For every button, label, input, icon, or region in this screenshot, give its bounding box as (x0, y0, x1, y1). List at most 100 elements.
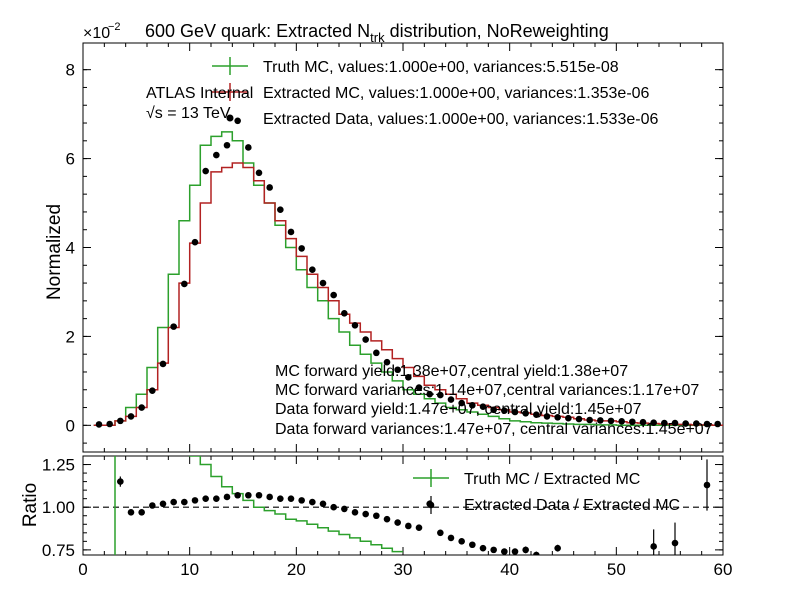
ratio-data-point (469, 541, 476, 549)
extracted-data-point (362, 336, 369, 343)
extracted-data-point (554, 414, 561, 421)
main-panel-ticks: 0 2 4 6 8 (66, 43, 724, 452)
extracted-data-point (106, 420, 113, 428)
extracted-data-point (479, 403, 487, 410)
note-line-4: Data forward variances:1.47e+07, central… (275, 421, 713, 438)
truth-mc-step (93, 131, 723, 427)
extracted-data-point (149, 387, 156, 394)
ratio-data-point (319, 500, 327, 508)
ratio-data-point (181, 498, 188, 506)
ratio-data-point (234, 491, 241, 499)
ratio-data-point (298, 497, 305, 504)
ratio-xtick-label: 50 (607, 560, 626, 579)
ratio-data-point (405, 522, 412, 530)
extracted-data-point (170, 323, 177, 330)
extracted-data-point (373, 349, 380, 357)
extracted-data-point (501, 407, 508, 414)
note-line-2: MC forward variances:1.14e+07,central va… (275, 382, 699, 399)
ratio-data-point (501, 548, 508, 555)
ratio-data-point (202, 495, 209, 502)
ratio-data-point (362, 510, 369, 518)
ratio-xtick-label: 30 (394, 560, 413, 579)
extracted-data-point (511, 408, 519, 416)
legend-truth-label: Truth MC, values:1.000e+00, variances:5.… (263, 59, 619, 76)
chart-title: 600 GeV quark: Extracted Ntrk distributi… (145, 21, 609, 45)
extracted-data-point (618, 418, 625, 425)
extracted-data-point (95, 421, 103, 428)
extracted-data-point (458, 399, 465, 407)
ratio-legend-data-label: Extracted Data / Extracted MC (464, 497, 680, 514)
ratio-xtick-label: 60 (714, 560, 733, 579)
extracted-data-point (202, 167, 209, 175)
extracted-data-point (714, 420, 721, 428)
extracted-data-point (607, 417, 615, 425)
ratio-data-point (394, 519, 401, 526)
extracted-mc-step (93, 162, 723, 427)
ratio-data-point (277, 495, 284, 502)
ratio-data-point (117, 478, 124, 485)
main-ytick-label: 4 (66, 239, 75, 258)
extracted-data-point (639, 418, 647, 426)
ratio-data-point (309, 498, 316, 506)
main-panel-plot (93, 117, 723, 428)
ratio-data-point (383, 515, 391, 523)
extracted-data-point (405, 374, 412, 381)
ratio-data-point (223, 493, 231, 501)
extracted-data-point (138, 404, 145, 411)
ratio-data-point (479, 544, 487, 552)
main-ylabel: Normalized (44, 204, 65, 300)
extracted-data-point (693, 420, 700, 427)
ratio-legend: Truth MC / Extracted MC Extracted Data /… (413, 469, 680, 514)
extracted-data-point (330, 291, 337, 299)
scale-base: ×10 (83, 25, 110, 42)
ratio-ytick-label: 1.00 (42, 498, 75, 517)
ratio-ylabel: Ratio (20, 483, 41, 527)
ratio-data-point (245, 491, 252, 499)
ratio-data-point (373, 512, 380, 520)
ratio-data-point (330, 503, 337, 511)
ratio-data-point (159, 500, 167, 508)
ratio-data-point (213, 495, 220, 502)
ratio-xtick-label: 20 (287, 560, 306, 579)
ratio-xtick-label: 0 (78, 560, 87, 579)
ratio-data-point (255, 491, 263, 499)
extracted-data-point (650, 419, 657, 426)
scale-exponent: −2 (108, 21, 121, 33)
extracted-data-point (159, 360, 167, 368)
ratio-xtick-label: 10 (180, 560, 199, 579)
extracted-data-point (255, 169, 263, 177)
ratio-data-point (266, 493, 273, 501)
ratio-data-point (533, 551, 540, 555)
ratio-panel: 0.75 1.00 1.25 0 10 20 30 40 50 60 Ratio Truth MC… (20, 455, 733, 579)
ratio-ytick-label: 0.75 (42, 541, 75, 560)
ratio-xtick-label: 40 (500, 560, 519, 579)
extracted-data-point (277, 206, 284, 214)
ratio-data-point (703, 481, 711, 489)
extracted-data-point (117, 417, 124, 425)
ratio-data-point (351, 509, 359, 516)
note-line-3: Data forward yield:1.47e+07, central yie… (275, 401, 642, 418)
extracted-data-point (394, 366, 401, 374)
extracted-data-point (661, 419, 668, 427)
extracted-data-point (543, 413, 551, 420)
extracted-data-point (351, 321, 359, 329)
extracted-data-point (309, 266, 316, 274)
extracted-data-point (586, 416, 593, 424)
extracted-data-point (629, 418, 636, 426)
extracted-data-point (597, 417, 604, 424)
ratio-data-point (138, 509, 145, 516)
main-ytick-label: 8 (66, 61, 75, 80)
main-panel: 0 2 4 6 8 Normalized Truth MC, values:1.000e… (44, 42, 724, 453)
ratio-data-point (554, 544, 561, 552)
ratio-data-point (415, 524, 423, 531)
ratio-truth-step (114, 456, 403, 555)
ratio-data-point (650, 543, 657, 550)
ratio-ytick-label: 1.25 (42, 456, 75, 475)
extracted-data-point (575, 415, 583, 423)
ratio-data-point (522, 546, 529, 554)
ratio-legend-data-marker (427, 501, 435, 509)
note-line-1: MC forward yield:1.38e+07,central yield:… (275, 363, 628, 380)
ratio-data-point (671, 539, 679, 547)
extracted-data-point (245, 144, 252, 151)
